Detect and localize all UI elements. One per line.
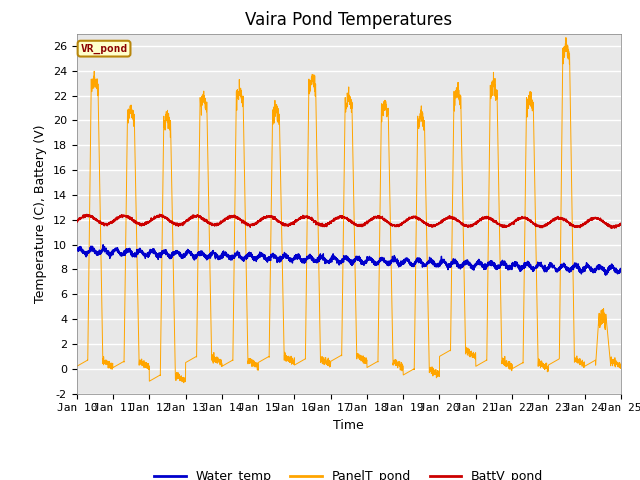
X-axis label: Time: Time: [333, 419, 364, 432]
Text: VR_pond: VR_pond: [81, 44, 127, 54]
Title: Vaira Pond Temperatures: Vaira Pond Temperatures: [245, 11, 452, 29]
Legend: Water_temp, PanelT_pond, BattV_pond: Water_temp, PanelT_pond, BattV_pond: [149, 465, 548, 480]
Y-axis label: Temperature (C), Battery (V): Temperature (C), Battery (V): [35, 124, 47, 303]
